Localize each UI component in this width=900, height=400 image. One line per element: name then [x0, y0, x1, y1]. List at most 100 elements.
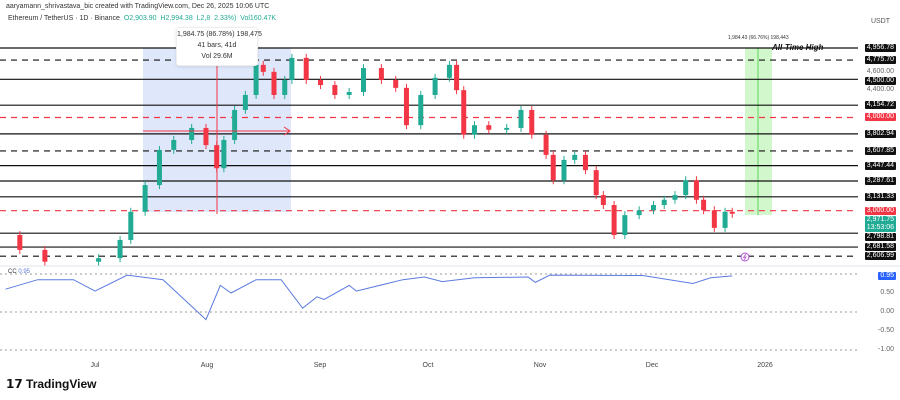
candle-down	[701, 199, 707, 211]
price-axis-label: 2,681.58	[864, 243, 896, 252]
time-axis-label: Sep	[313, 362, 327, 369]
cc-line	[5, 274, 733, 321]
tradingview-logo[interactable]: 𝟭𝟳 TradingView	[6, 377, 97, 391]
candle-up	[622, 215, 628, 236]
candle-up	[142, 185, 148, 212]
price-axis-label: 3,607.85	[864, 146, 896, 155]
candle-down	[550, 154, 556, 181]
candle-down	[203, 127, 209, 146]
candle-down	[271, 71, 277, 95]
price-axis-label: 3,802.94	[864, 129, 896, 138]
range-volume: Vol 29.6M	[201, 53, 233, 60]
last-price: 2,971.75	[866, 215, 894, 223]
candle-down	[303, 57, 309, 80]
price-axis-label: 3,131.33	[864, 192, 896, 201]
range-change: 1,984.75 (86.78%) 198,475	[177, 31, 262, 38]
candle-up	[672, 195, 678, 200]
range-tooltip: 1,984.75 (86.78%) 198,475 41 bars, 41d V…	[176, 27, 262, 66]
cc-axis-label: -0.50	[878, 327, 894, 334]
candle-up	[446, 64, 452, 78]
candle-up	[518, 109, 524, 128]
arrow-right-icon	[283, 126, 291, 136]
range-bars: 41 bars, 41d	[197, 42, 237, 49]
candle-up	[221, 139, 227, 169]
price-axis-label: 3,287.61	[864, 177, 896, 186]
countdown: 13:53:06	[866, 223, 894, 231]
candle-up	[504, 127, 510, 130]
symbol-name[interactable]: Ethereum / TetherUS · 1D · Binance	[8, 15, 120, 22]
candle-up	[282, 79, 288, 95]
candle-down	[378, 68, 384, 80]
candle-down	[693, 180, 699, 200]
open-value: O2,903.90	[123, 15, 157, 22]
candle-up	[471, 125, 477, 135]
price-axis-label: 4,154.72	[864, 101, 896, 110]
credit-text: aaryamann_shrivastava_bic created with T…	[6, 3, 270, 10]
candle-up	[636, 210, 642, 216]
price-axis-label: 4,500.00	[864, 77, 896, 86]
green-range-label: 1,984.43 (66.76%) 198,443	[728, 35, 789, 41]
candle-up	[96, 258, 102, 262]
price-axis-label: 4,600.00	[866, 68, 894, 76]
currency-label: USDT	[870, 18, 890, 25]
cc-title: CC	[8, 269, 17, 275]
candle-up	[189, 127, 195, 140]
time-axis-label: Aug	[200, 362, 214, 369]
candle-up	[128, 211, 134, 240]
cc-axis-label: 0.50	[880, 289, 894, 296]
all-time-high-label: All-Time High	[772, 43, 824, 52]
cc-value: 0.95	[18, 269, 31, 275]
candle-down	[318, 79, 324, 86]
candle-down	[393, 79, 399, 88]
candle-down	[332, 85, 338, 95]
candle-up	[572, 154, 578, 160]
candle-up	[171, 139, 177, 150]
candle-up	[661, 199, 667, 206]
candle-up	[722, 211, 728, 228]
candle-down	[17, 235, 23, 250]
time-axis-label: Dec	[645, 362, 659, 369]
candle-down	[543, 134, 549, 155]
candle-down	[260, 64, 266, 72]
cc-current-badge: 0.95	[878, 271, 896, 280]
candle-down	[42, 249, 48, 262]
candle-up	[289, 57, 295, 80]
candle-up	[418, 94, 424, 126]
candle-up	[117, 239, 123, 259]
high-value: H2,994.38	[160, 15, 193, 22]
tv-logo-icon: 𝟭𝟳	[6, 377, 27, 391]
candle-up	[346, 92, 352, 95]
candle-up	[242, 94, 248, 110]
price-axis-label: 3,447.44	[864, 161, 896, 170]
price-axis-label: 4,000.00	[864, 113, 896, 122]
price-axis-label: 2,798.81	[864, 232, 896, 241]
price-axis-label: 4,956.78	[864, 44, 896, 52]
time-axis-label: 2026	[757, 362, 773, 369]
low-value: L2,8	[196, 15, 211, 22]
cc-axis-label: -1.00	[878, 346, 894, 353]
cc-indicator-legend: CC 0.95	[8, 269, 30, 275]
change-value: 2.33%)	[214, 15, 237, 22]
price-axis-label: 3,000.00	[864, 206, 896, 215]
price-axis-label: 4,400.00	[866, 86, 894, 94]
candle-up	[253, 64, 259, 95]
candle-down	[600, 195, 606, 206]
candle-up	[650, 205, 656, 211]
candle-up	[683, 180, 689, 196]
candle-up	[156, 149, 162, 186]
time-axis-label: Oct	[422, 362, 434, 369]
candle-down	[461, 90, 467, 135]
time-axis-label: Jul	[90, 362, 100, 369]
time-axis-label: Nov	[533, 362, 547, 369]
candle-up	[561, 159, 567, 181]
cc-axis-label: 0.00	[880, 308, 894, 315]
candle-down	[729, 211, 735, 214]
candle-down	[454, 64, 460, 91]
symbol-legend: Ethereum / TetherUS · 1D · Binance O2,90…	[8, 15, 276, 22]
candle-down	[486, 125, 492, 130]
price-axis-label: 4,775.70	[864, 56, 896, 65]
candle-down	[611, 205, 617, 236]
candle-down	[711, 210, 717, 228]
